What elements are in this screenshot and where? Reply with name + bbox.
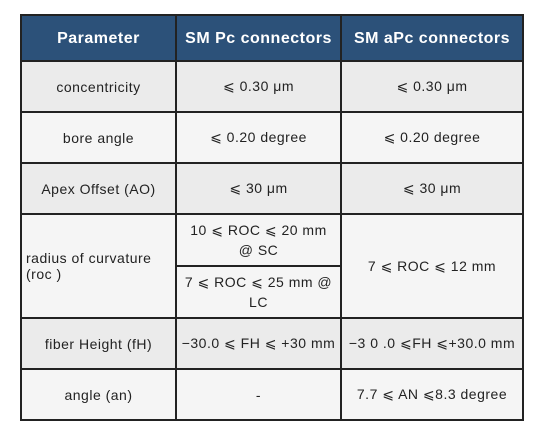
- cell: -: [175, 368, 342, 421]
- row: concentricity ⩽ 0.30 μm ⩽ 0.30 μm: [20, 60, 524, 113]
- cell: bore angle: [20, 111, 177, 164]
- cell: fiber Height (fH): [20, 317, 177, 370]
- cell: ⩽ 0.20 degree: [340, 111, 524, 164]
- spec-table: Parameter SM Pc connectors SM aPc connec…: [20, 14, 524, 421]
- cell: ⩽ 0.30 μm: [340, 60, 524, 113]
- cell: 7.7 ⩽ AN ⩽8.3 degree: [340, 368, 524, 421]
- cell: ⩽ 0.30 μm: [175, 60, 342, 113]
- cell: 7 ⩽ ROC ⩽ 12 mm: [340, 213, 524, 319]
- header-cell: SM aPc connectors: [340, 14, 524, 62]
- cell: radius of curvature (roc ): [20, 213, 177, 319]
- cell: 10 ⩽ ROC ⩽ 20 mm @ SC: [175, 213, 342, 267]
- cell: ⩽ 30 μm: [175, 162, 342, 215]
- cell: −3 0 .0 ⩽FH ⩽+30.0 mm: [340, 317, 524, 370]
- row: Apex Offset (AO) ⩽ 30 μm ⩽ 30 μm: [20, 162, 524, 215]
- row: angle (an) -7.7 ⩽ AN ⩽8.3 degree: [20, 368, 524, 421]
- cell: concentricity: [20, 60, 177, 113]
- header-row: Parameter SM Pc connectors SM aPc connec…: [20, 14, 524, 62]
- cell: Apex Offset (AO): [20, 162, 177, 215]
- row: fiber Height (fH) −30.0 ⩽ FH ⩽ +30 mm −3 0…: [20, 317, 524, 370]
- cell: ⩽ 30 μm: [340, 162, 524, 215]
- cell: 7 ⩽ ROC ⩽ 25 mm @ LC: [175, 265, 342, 319]
- header-cell: SM Pc connectors: [175, 14, 342, 62]
- cell: ⩽ 0.20 degree: [175, 111, 342, 164]
- cell: angle (an): [20, 368, 177, 421]
- row: 7 ⩽ ROC ⩽ 25 mm @ LC: [21, 265, 523, 319]
- row: bore angle ⩽ 0.20 degree ⩽ 0.20 degree: [20, 111, 524, 164]
- header-cell: Parameter: [20, 14, 177, 62]
- row: radius of curvature (roc ) 10 ⩽ ROC ⩽ 20 …: [20, 213, 524, 319]
- cell: −30.0 ⩽ FH ⩽ +30 mm: [175, 317, 342, 370]
